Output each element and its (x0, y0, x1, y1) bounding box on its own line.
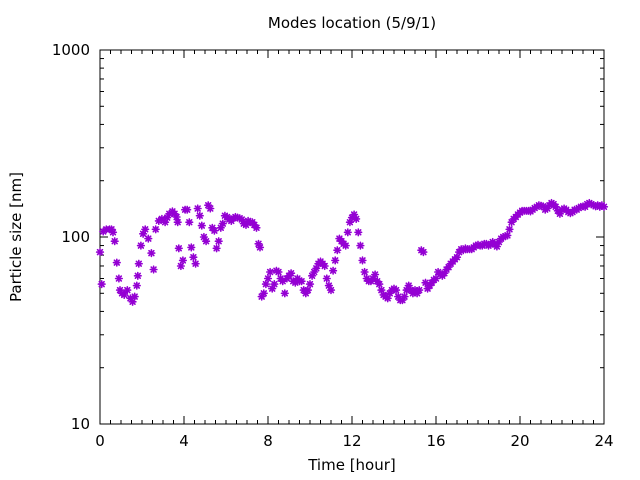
data-point (144, 234, 153, 243)
data-point (505, 225, 514, 234)
data-point (305, 280, 315, 289)
data-point (333, 246, 342, 255)
data-point (280, 289, 289, 298)
data-point (303, 286, 312, 295)
data-point (214, 237, 223, 246)
data-point (358, 256, 367, 265)
data-point (132, 281, 141, 290)
plot-frame (99, 49, 605, 425)
data-point (189, 253, 198, 262)
data-point (110, 237, 119, 246)
data-point (123, 286, 132, 295)
data-point (252, 223, 261, 232)
x-tick-label: 24 (594, 432, 613, 450)
data-point (341, 241, 350, 250)
y-tick-label: 100 (61, 228, 90, 246)
data-point (183, 205, 192, 214)
data-point (133, 271, 142, 280)
data-point (329, 266, 338, 275)
data-point (218, 219, 227, 228)
data-point (419, 248, 428, 257)
data-point (193, 204, 202, 213)
data-point (259, 289, 268, 298)
x-axis-label: Time [hour] (308, 456, 396, 474)
data-point (174, 244, 183, 253)
data-point (134, 259, 143, 268)
data-point (320, 261, 329, 271)
data-point (212, 244, 221, 253)
data-point (356, 241, 365, 250)
data-point (287, 269, 296, 278)
x-tick-label: 0 (95, 432, 105, 450)
data-point (270, 280, 279, 289)
data-point (371, 270, 380, 279)
data-point (343, 228, 352, 237)
data-point (108, 228, 118, 237)
data-point (392, 286, 401, 295)
y-tick-label: 10 (71, 415, 90, 433)
chart-title: Modes location (5/9/1) (267, 14, 437, 32)
data-point (375, 280, 384, 289)
data-point (354, 228, 363, 237)
data-point (360, 267, 369, 277)
data-point (326, 286, 336, 295)
data-point (176, 261, 185, 271)
data-point (415, 286, 424, 295)
data-point (599, 202, 609, 211)
data-point (173, 218, 182, 227)
x-tick-label: 4 (179, 432, 189, 450)
data-point (130, 292, 139, 301)
x-tick-label: 8 (263, 432, 273, 450)
data-point (331, 256, 340, 265)
data-point (136, 241, 145, 250)
data-point (400, 292, 409, 301)
data-point (297, 277, 306, 286)
data-point (149, 265, 158, 274)
x-tick-label: 20 (510, 432, 529, 450)
data-point (97, 280, 106, 289)
data-point (322, 274, 331, 283)
data-point (263, 274, 273, 283)
data-point (147, 249, 156, 258)
x-tick-label: 12 (342, 432, 361, 450)
data-point (503, 231, 512, 240)
data-point (191, 259, 200, 268)
data-point (112, 258, 121, 267)
data-point (172, 212, 181, 222)
data-point (352, 214, 361, 223)
data-point (114, 274, 124, 283)
data-point (151, 225, 160, 234)
data-point (185, 218, 194, 227)
data-point (210, 226, 219, 235)
y-tick-label: 1000 (52, 41, 90, 59)
data-point (261, 280, 270, 289)
data-point (197, 221, 206, 230)
data-point (202, 237, 211, 246)
data-point (195, 211, 204, 220)
data-point (178, 256, 187, 265)
x-tick-label: 16 (426, 432, 445, 450)
data-point (187, 243, 196, 252)
data-point (266, 267, 275, 277)
data-point (206, 204, 215, 213)
data-point (255, 243, 265, 252)
data-point (95, 248, 105, 257)
data-point (274, 267, 283, 277)
data-point (141, 225, 150, 234)
